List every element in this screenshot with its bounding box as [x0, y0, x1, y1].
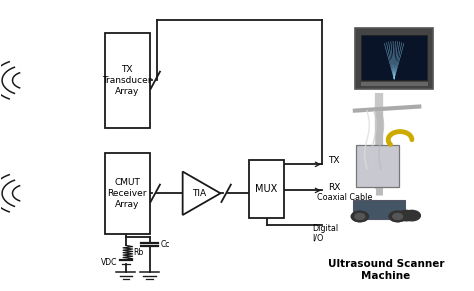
Text: Ultrasound Scanner
Machine: Ultrasound Scanner Machine [328, 259, 444, 281]
FancyBboxPatch shape [105, 33, 150, 128]
Text: Digital
I/O: Digital I/O [313, 223, 339, 243]
Text: Coaxial Cable: Coaxial Cable [318, 193, 373, 202]
Circle shape [393, 214, 402, 219]
FancyBboxPatch shape [105, 153, 150, 234]
Circle shape [403, 210, 420, 221]
Circle shape [355, 214, 365, 219]
Text: RX: RX [328, 183, 340, 192]
Circle shape [393, 214, 402, 219]
Circle shape [351, 211, 368, 222]
Text: VDC: VDC [100, 258, 117, 267]
Circle shape [398, 210, 415, 221]
Text: MUX: MUX [255, 184, 278, 194]
Text: Rb: Rb [134, 248, 144, 257]
FancyBboxPatch shape [353, 200, 405, 219]
FancyBboxPatch shape [356, 145, 399, 187]
FancyBboxPatch shape [249, 160, 284, 218]
Circle shape [389, 211, 406, 222]
Circle shape [389, 211, 406, 222]
Circle shape [355, 214, 365, 219]
Text: Cc: Cc [160, 240, 170, 249]
FancyBboxPatch shape [360, 81, 428, 86]
FancyBboxPatch shape [361, 36, 427, 80]
Text: TIA: TIA [192, 189, 206, 198]
Circle shape [351, 211, 368, 222]
Text: CMUT
Receiver
Array: CMUT Receiver Array [108, 178, 147, 209]
Text: TX: TX [328, 156, 339, 165]
Text: TX
Transducer
Array: TX Transducer Array [102, 65, 152, 96]
FancyBboxPatch shape [355, 28, 433, 89]
Polygon shape [182, 172, 220, 215]
